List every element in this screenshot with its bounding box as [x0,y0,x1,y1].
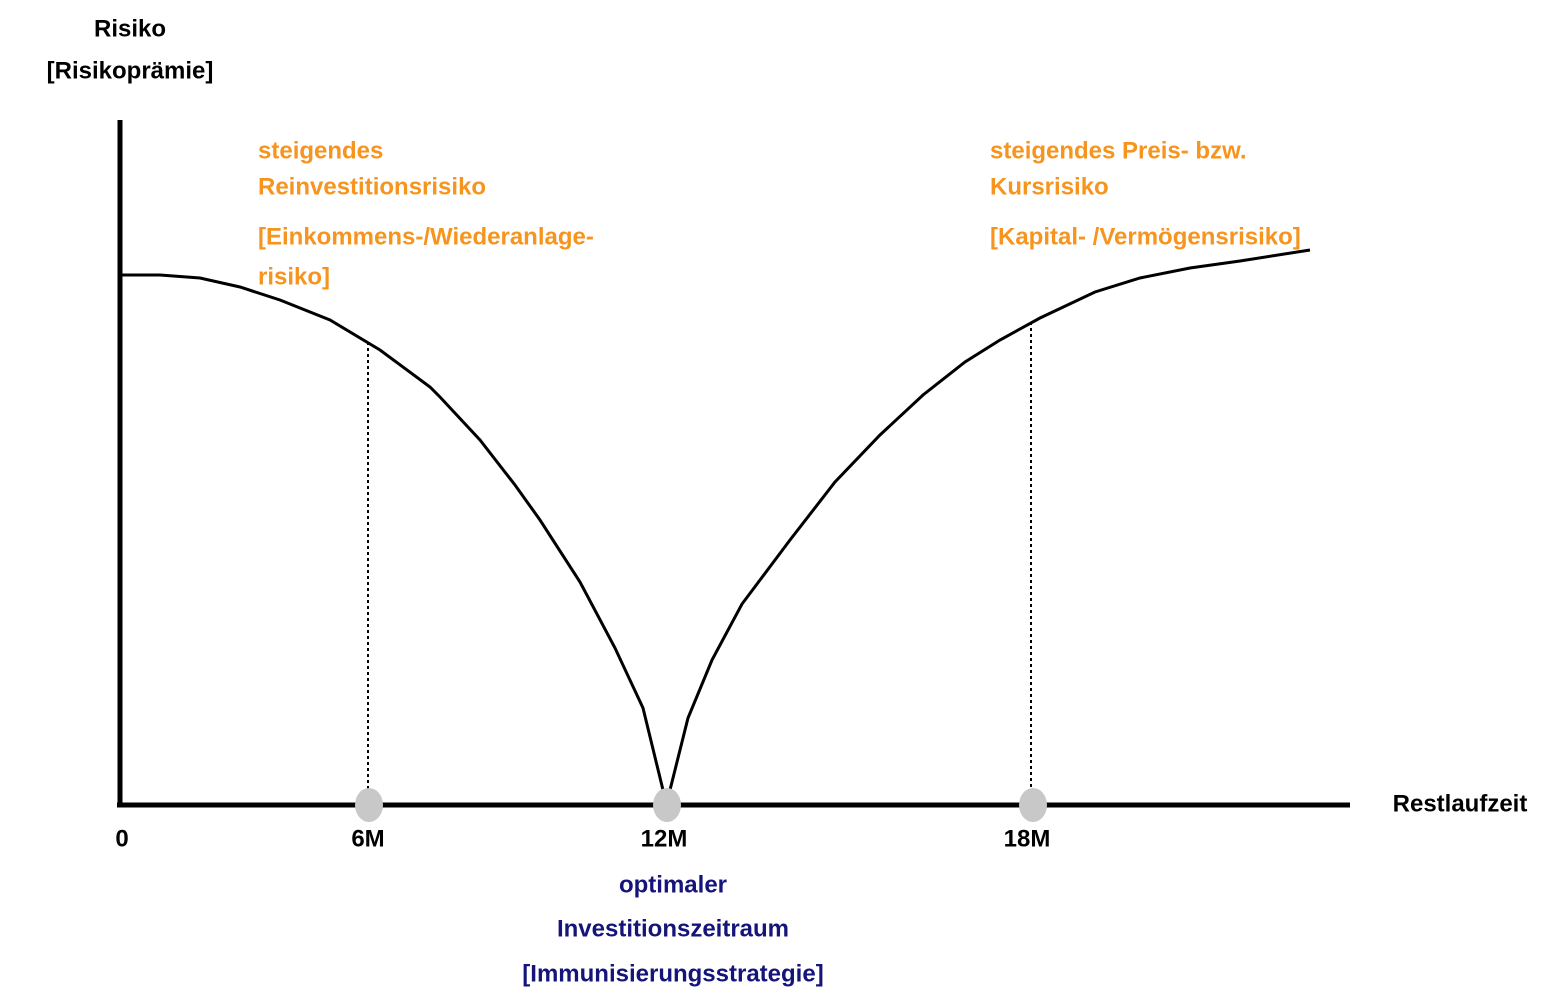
x-tick-label: 6M [351,825,384,852]
annotation: [Kapital- /Vermögensrisiko] [990,223,1301,250]
x-tick-label: 18M [1004,825,1051,852]
annotation: [Einkommens-/Wiederanlage- [258,223,594,250]
marker [355,788,383,822]
x-axis-label: Restlaufzeit [1393,790,1528,817]
annotation: [Immunisierungsstrategie] [522,960,823,987]
x-tick-label: 0 [115,825,128,852]
annotation: optimaler [619,871,727,898]
risk-curve-right [668,248,1311,791]
x-tick-label: 12M [641,825,688,852]
annotation: steigendes [258,137,383,164]
marker [653,788,681,822]
marker [1019,788,1047,822]
annotation: Investitionszeitraum [557,915,789,942]
annotation: risiko] [258,263,330,290]
y-axis-label: [Risikoprämie] [47,57,214,84]
annotation: steigendes Preis- bzw. [990,137,1247,164]
y-axis-label: Risiko [94,15,166,42]
annotation: Reinvestitionsrisiko [258,173,486,200]
annotation: Kursrisiko [990,173,1109,200]
risk-curve-left [120,273,665,791]
